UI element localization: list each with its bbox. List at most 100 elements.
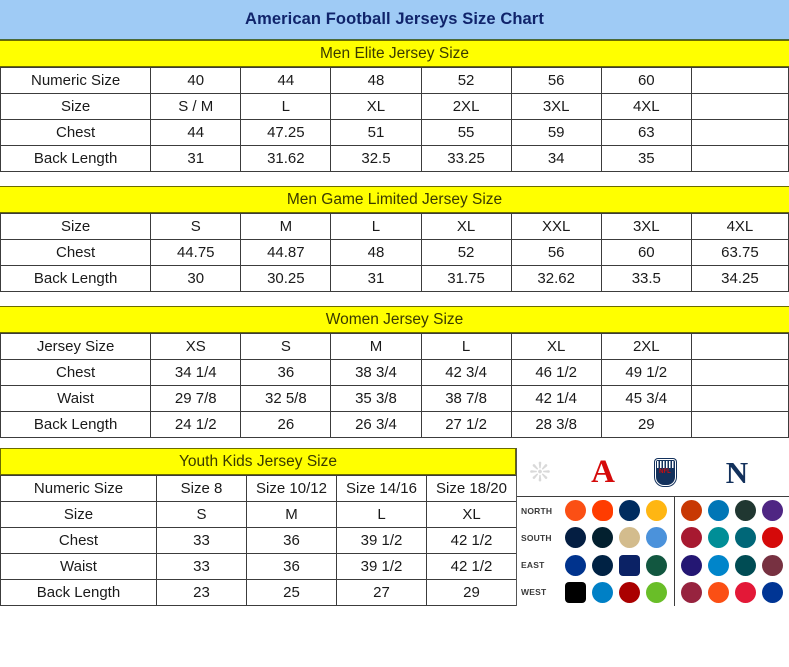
cell: 31.62	[240, 145, 332, 172]
table-row: Chest 34 1/4 36 38 3/4 42 3/4 46 1/2 49 …	[0, 359, 789, 386]
row-label: Jersey Size	[0, 333, 152, 360]
cell: 56	[510, 239, 602, 266]
team-logo-ravens	[680, 554, 702, 576]
afc-division-row	[559, 579, 674, 606]
team-logo-redskins	[761, 554, 783, 576]
team-logo-bears	[680, 500, 702, 522]
cell: 63	[600, 119, 692, 146]
cell: 55	[420, 119, 512, 146]
cell: 36	[246, 553, 337, 580]
team-logo-cowboys	[565, 527, 587, 549]
cell: 36	[240, 359, 332, 386]
cell: 56	[510, 67, 602, 94]
cell-empty	[690, 67, 789, 94]
cell: 44	[240, 67, 332, 94]
table-body-women: Jersey Size XS S M L XL 2XL Chest 34 1/4…	[0, 333, 789, 438]
team-logo-eagles	[734, 554, 756, 576]
cell: 36	[246, 527, 337, 554]
cell: 48	[330, 239, 422, 266]
team-logo-giants	[619, 554, 641, 576]
table-body-men-game-limited: Size S M L XL XXL 3XL 4XL Chest 44.75 44…	[0, 213, 789, 292]
cell: 42 1/4	[510, 385, 602, 412]
cell: M	[330, 333, 422, 360]
cell: XXL	[510, 213, 602, 240]
cell: 39 1/2	[336, 553, 427, 580]
division-label: EAST	[521, 560, 545, 571]
table-row: Numeric Size Size 8 Size 10/12 Size 14/1…	[0, 475, 517, 502]
table-row: Back Length 23 25 27 29	[0, 579, 517, 606]
nfl-shield-icon: NFL	[643, 458, 687, 486]
table-row: Back Length 24 1/2 26 26 3/4 27 1/2 28 3…	[0, 411, 789, 438]
cell: 2XL	[600, 333, 692, 360]
team-logo-titans	[646, 527, 668, 549]
team-logo-dolphins	[707, 527, 729, 549]
team-logo-falcons	[680, 527, 702, 549]
table-row: Chest 44.75 44.87 48 52 56 60 63.75	[0, 239, 789, 266]
cell: XL	[426, 501, 517, 528]
cell: S	[156, 501, 247, 528]
cell: 44.87	[240, 239, 332, 266]
afc-division-row	[559, 552, 674, 579]
row-label: Chest	[0, 119, 152, 146]
cell: Size 18/20	[426, 475, 517, 502]
cell: 28 3/8	[510, 411, 602, 438]
cell: 3XL	[510, 93, 602, 120]
row-label: Numeric Size	[0, 475, 157, 502]
cell: 31.75	[420, 265, 512, 292]
nfc-division-row	[675, 552, 789, 579]
division-label: NORTH	[521, 505, 553, 516]
cell: 33	[156, 553, 247, 580]
section-title-women: Women Jersey Size	[325, 310, 464, 328]
row-label: Back Length	[0, 265, 152, 292]
table-row: Chest 44 47.25 51 55 59 63	[0, 119, 789, 146]
cell: XL	[420, 213, 512, 240]
cell: 23	[156, 579, 247, 606]
row-label: Waist	[0, 553, 157, 580]
cell: 27	[336, 579, 427, 606]
cell: L	[330, 213, 422, 240]
cell: 2XL	[420, 93, 512, 120]
nfc-logo: N	[687, 457, 787, 488]
cell: 38 7/8	[420, 385, 512, 412]
cell: 49 1/2	[600, 359, 692, 386]
afc-label: A	[591, 453, 615, 490]
team-logo-bengals	[565, 500, 587, 522]
team-logo-rams	[761, 581, 783, 603]
table-men-game-limited: Size S M L XL XXL 3XL 4XL Chest 44.75 44…	[0, 213, 789, 292]
cell: 44.75	[150, 239, 242, 266]
table-row: Waist 33 36 39 1/2 42 1/2	[0, 553, 517, 580]
team-logo-patriots	[592, 554, 614, 576]
nfc-division-row	[675, 524, 789, 551]
cell: 30.25	[240, 265, 332, 292]
cell: 51	[330, 119, 422, 146]
nfc-teams-column	[675, 497, 789, 606]
cell: 32.5	[330, 145, 422, 172]
cell-empty	[690, 145, 789, 172]
team-logo-buccaneers	[761, 527, 783, 549]
cell-empty	[690, 93, 789, 120]
row-label: Back Length	[0, 411, 152, 438]
team-logo-raiders	[565, 581, 587, 603]
nfc-division-row	[675, 579, 789, 606]
cell: 38 3/4	[330, 359, 422, 386]
cell: XS	[150, 333, 242, 360]
cell: Size 10/12	[246, 475, 337, 502]
cell: S	[150, 213, 242, 240]
cell: 46 1/2	[510, 359, 602, 386]
cell: 4XL	[600, 93, 692, 120]
team-logo-saints	[619, 527, 641, 549]
cell: 33.25	[420, 145, 512, 172]
cell: 29	[600, 411, 692, 438]
section-spacer	[0, 172, 789, 186]
team-logo-jaguars	[734, 527, 756, 549]
bottom-area: Youth Kids Jersey Size Numeric Size Size…	[0, 448, 789, 606]
table-row: Numeric Size 40 44 48 52 56 60	[0, 67, 789, 94]
row-label: Chest	[0, 239, 152, 266]
section-banner-women: Women Jersey Size	[0, 306, 789, 333]
cell: Size 8	[156, 475, 247, 502]
section-banner-youth: Youth Kids Jersey Size	[0, 448, 516, 475]
nfl-panel-header: ❊ A NFL N	[517, 448, 789, 497]
section-banner-men-elite: Men Elite Jersey Size	[0, 40, 789, 67]
afc-logo: A	[563, 453, 643, 490]
